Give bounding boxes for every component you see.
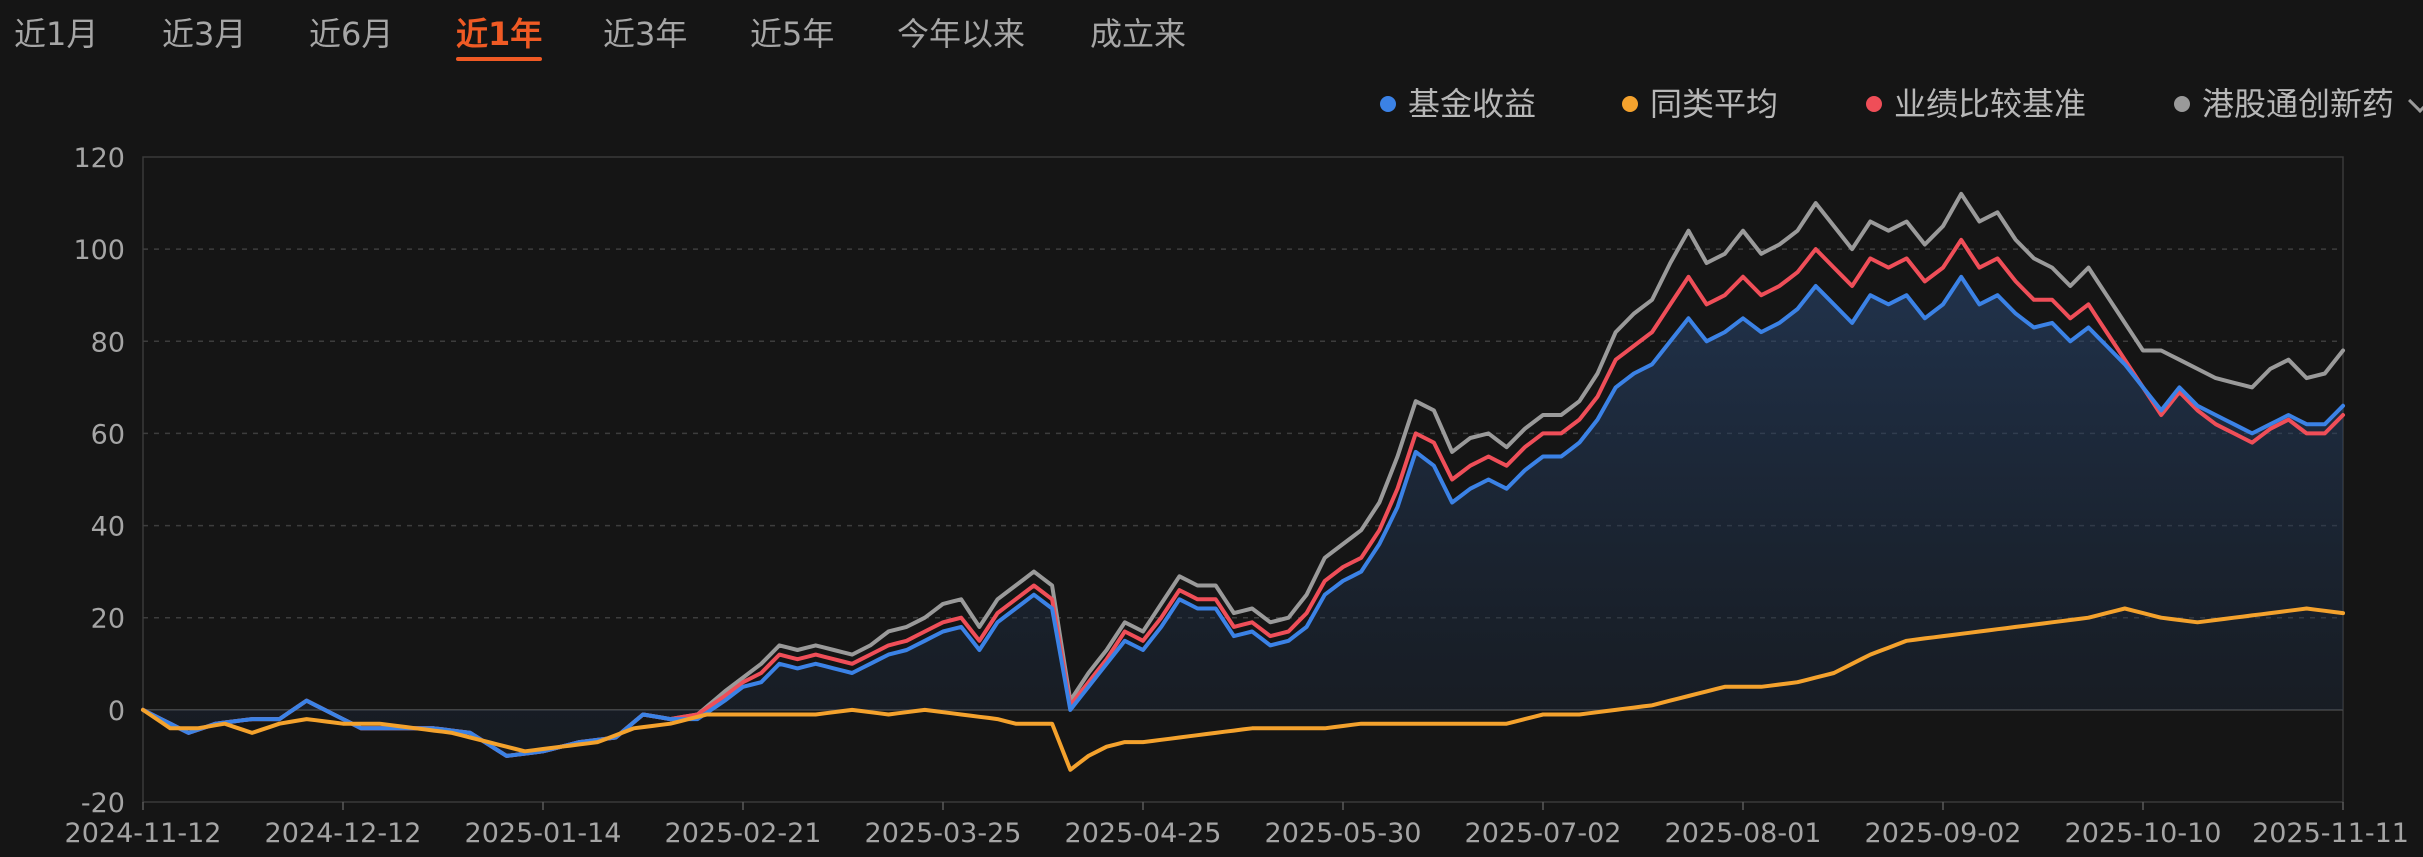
active-tab-underline bbox=[456, 57, 543, 61]
area-layer bbox=[143, 276, 2343, 756]
tab-6-months[interactable]: 近6月 bbox=[309, 15, 394, 53]
legend-item-benchmark[interactable]: 业绩比较基准 bbox=[1866, 84, 2086, 124]
x-tick-label: 2025-07-02 bbox=[1465, 818, 1622, 849]
x-tick-label: 2024-11-12 bbox=[65, 818, 222, 849]
x-tick-label: 2025-09-02 bbox=[1865, 818, 2022, 849]
y-tick-label: 60 bbox=[91, 419, 125, 450]
tab-3-years[interactable]: 近3年 bbox=[603, 15, 688, 53]
y-tick-label: 80 bbox=[91, 327, 125, 358]
x-tick-label: 2025-03-25 bbox=[865, 818, 1022, 849]
tab-1-month[interactable]: 近1月 bbox=[14, 15, 99, 53]
series-layer bbox=[141, 191, 2345, 772]
tab-1-year-label: 近1年 bbox=[456, 15, 543, 53]
tab-5-years[interactable]: 近5年 bbox=[750, 15, 835, 53]
y-tick-label: 100 bbox=[73, 235, 125, 266]
legend-label-fund: 基金收益 bbox=[1408, 85, 1537, 123]
legend-dot-index bbox=[2174, 96, 2190, 112]
series-line-category-avg bbox=[141, 606, 2345, 772]
y-tick-label: 120 bbox=[73, 143, 125, 174]
legend-item-category-avg[interactable]: 同类平均 bbox=[1622, 84, 1778, 124]
fund-area-fill bbox=[143, 276, 2343, 756]
x-tick-label: 2024-12-12 bbox=[265, 818, 422, 849]
legend-item-index[interactable]: 港股通创新药 bbox=[2174, 84, 2423, 124]
y-tick-label: -20 bbox=[81, 788, 125, 819]
x-tick-label: 2025-05-30 bbox=[1265, 818, 1422, 849]
legend-dot-category-avg bbox=[1622, 96, 1638, 112]
x-tick-label: 2025-01-14 bbox=[465, 818, 622, 849]
x-tick-label: 2025-04-25 bbox=[1065, 818, 1222, 849]
y-tick-label: 40 bbox=[91, 512, 125, 543]
axis-layer: -20 0 20 40 60 80 100 120 2024-11-12 2024-12-12 20… bbox=[65, 143, 2409, 849]
legend-label-benchmark: 业绩比较基准 bbox=[1894, 85, 2087, 123]
legend-label-category-avg: 同类平均 bbox=[1650, 85, 1779, 123]
x-tick-label: 2025-11-11 bbox=[2252, 818, 2409, 849]
tab-1-year[interactable]: 近1年 bbox=[456, 14, 543, 61]
y-tick-label: 20 bbox=[91, 604, 125, 635]
legend-label-index: 港股通创新药 bbox=[2202, 85, 2395, 123]
x-tick-label: 2025-02-21 bbox=[665, 818, 822, 849]
series-line-fund bbox=[141, 274, 2345, 758]
tab-since-inception[interactable]: 成立来 bbox=[1090, 15, 1187, 53]
x-tick-label: 2025-08-01 bbox=[1665, 818, 1822, 849]
tab-3-months[interactable]: 近3月 bbox=[162, 15, 247, 53]
legend-dot-fund bbox=[1380, 96, 1396, 112]
tab-year-to-date[interactable]: 今年以来 bbox=[897, 15, 1026, 53]
legend-dot-benchmark bbox=[1866, 96, 1882, 112]
y-tick-label: 0 bbox=[108, 696, 125, 727]
x-tick-label: 2025-10-10 bbox=[2065, 818, 2222, 849]
legend-item-fund[interactable]: 基金收益 bbox=[1380, 84, 1536, 124]
